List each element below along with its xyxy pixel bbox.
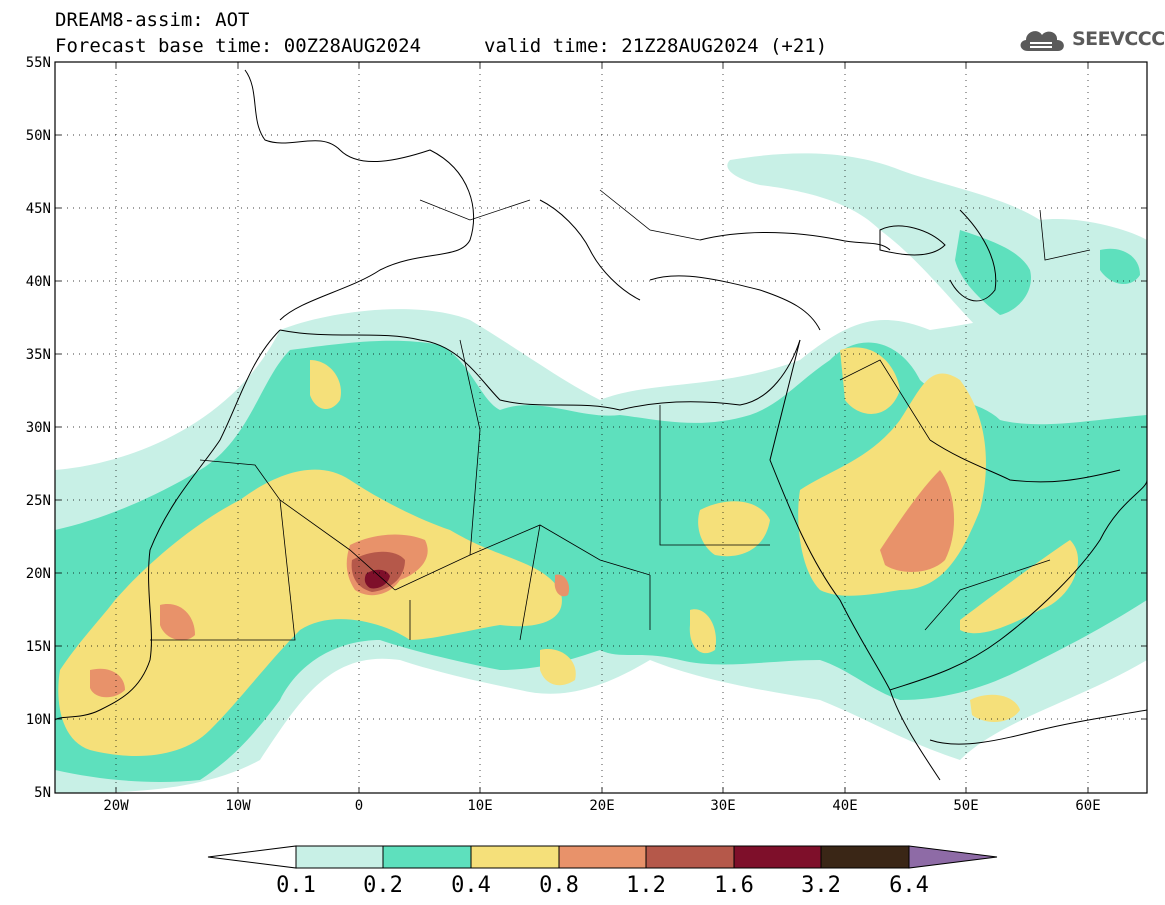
colorbar-label: 0.4	[451, 873, 491, 898]
lat-label: 35N	[26, 347, 51, 363]
cloud-icon	[1020, 31, 1064, 51]
colorbar-label: 0.2	[363, 873, 403, 898]
colorbar-label: 1.2	[626, 873, 666, 898]
lat-label: 10N	[26, 712, 51, 728]
graticule	[55, 62, 1147, 793]
lat-label: 55N	[26, 55, 51, 71]
colorbar-label: 3.2	[801, 873, 841, 898]
seevccc-logo: SEEVCCC	[1016, 22, 1165, 56]
lat-label: 45N	[26, 201, 51, 217]
colorbar-segment	[820, 845, 910, 869]
lat-label: 25N	[26, 493, 51, 509]
logo-text: SEEVCCC	[1072, 28, 1165, 50]
coastlines	[55, 69, 1147, 781]
lon-label: 10W	[225, 798, 251, 814]
lon-label: 10E	[467, 798, 492, 814]
aot-colorbar	[207, 845, 998, 869]
lon-label: 60E	[1075, 798, 1100, 814]
latitude-labels: 55N 50N 45N 40N 35N 30N 25N 20N 15N 10N …	[26, 55, 51, 801]
colorbar-segment	[382, 845, 472, 869]
forecast-base-time: Forecast base time: 00Z28AUG2024	[55, 35, 422, 57]
lat-label: 50N	[26, 128, 51, 144]
lat-label: 15N	[26, 639, 51, 655]
lat-label: 40N	[26, 274, 51, 290]
aot-level-1.6	[364, 569, 390, 589]
colorbar-label: 0.8	[539, 873, 579, 898]
colorbar-label: 0.1	[276, 873, 316, 898]
colorbar-segment	[470, 845, 560, 869]
axis-ticks	[55, 62, 1147, 793]
colorbar-segment	[733, 845, 822, 869]
lon-label: 40E	[832, 798, 857, 814]
lon-label: 0	[355, 798, 363, 814]
colorbar-labels: 0.1 0.2 0.4 0.8 1.2 1.6 3.2 6.4	[276, 873, 929, 898]
map-frame	[54, 61, 1148, 794]
colorbar-low-arrow	[207, 845, 297, 869]
lat-label: 5N	[34, 785, 51, 801]
lon-label: 50E	[953, 798, 978, 814]
lon-label: 20W	[103, 798, 129, 814]
valid-time: valid time: 21Z28AUG2024 (+21)	[484, 35, 828, 57]
lon-label: 20E	[589, 798, 614, 814]
lat-label: 30N	[26, 420, 51, 436]
colorbar-high-arrow	[908, 845, 998, 869]
colorbar-label: 6.4	[889, 873, 929, 898]
aot-contour-fields	[55, 69, 1147, 793]
lon-label: 30E	[710, 798, 735, 814]
lat-label: 20N	[26, 566, 51, 582]
map-title: DREAM8-assim: AOT	[55, 9, 250, 31]
colorbar-segment	[295, 845, 384, 869]
longitude-labels: 20W 10W 0 10E 20E 30E 40E 50E 60E	[103, 798, 1100, 814]
colorbar-segment	[645, 845, 735, 869]
colorbar-label: 1.6	[714, 873, 754, 898]
colorbar-segment	[558, 845, 647, 869]
country-borders	[150, 189, 1091, 641]
